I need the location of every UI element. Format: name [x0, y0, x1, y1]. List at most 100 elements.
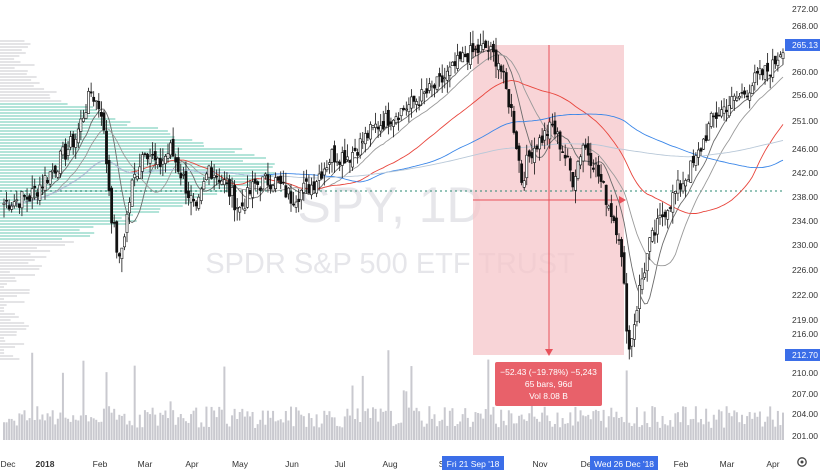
- gear-icon[interactable]: [797, 457, 807, 467]
- candle: [94, 100, 98, 110]
- volume-bar: [105, 372, 108, 440]
- volume-bar: [725, 406, 728, 440]
- candle: [607, 204, 611, 211]
- candle: [12, 194, 16, 209]
- volume-bar: [700, 418, 702, 440]
- volume-bar: [710, 427, 713, 440]
- candle: [353, 138, 357, 152]
- candle: [533, 137, 536, 175]
- volume-bar: [733, 410, 736, 440]
- candle: [535, 144, 539, 153]
- volume-bar: [64, 417, 67, 440]
- volume-profile-row: [0, 214, 134, 216]
- candle: [691, 149, 695, 168]
- price-tick-label: 272.00: [792, 4, 818, 14]
- price-tick-label: 230.00: [792, 240, 818, 250]
- time-axis[interactable]: Dec2018FebMarAprMayJunJulAugSeNovDeFebMa…: [0, 452, 785, 470]
- volume-profile-row: [0, 190, 235, 192]
- candle: [486, 40, 490, 61]
- volume-profile-row: [0, 220, 137, 222]
- candle: [92, 91, 96, 107]
- volume-bar: [546, 415, 549, 440]
- candle: [294, 195, 298, 213]
- watermark-symbol: SPY, 1D: [297, 177, 482, 233]
- volume-profile-row: [0, 229, 80, 231]
- candle: [233, 180, 237, 222]
- candle: [471, 30, 475, 59]
- candle: [361, 132, 365, 149]
- candle: [435, 76, 439, 93]
- volume-bar: [384, 410, 387, 440]
- volume-bar: [448, 410, 451, 440]
- volume-bar: [459, 421, 462, 440]
- volume-bar: [90, 417, 93, 440]
- volume-bar: [210, 406, 213, 440]
- volume-bar: [607, 416, 610, 440]
- candle: [453, 52, 457, 74]
- candle: [579, 154, 582, 170]
- candle: [758, 59, 762, 80]
- candle: [38, 176, 42, 206]
- volume-bar: [54, 424, 57, 440]
- volume-bar: [208, 426, 210, 440]
- candle: [438, 67, 442, 87]
- volume-profile-row: [0, 304, 7, 306]
- volume-bar: [215, 417, 218, 440]
- time-tick-label: Feb: [93, 459, 108, 469]
- volume-bar: [108, 406, 111, 440]
- volume-bar: [484, 409, 487, 440]
- volume-bar: [487, 359, 490, 440]
- candle: [330, 148, 334, 173]
- candle: [274, 172, 278, 193]
- price-tick-label: 222.00: [792, 290, 818, 300]
- candle: [315, 179, 319, 198]
- candle: [502, 64, 506, 84]
- volume-bar: [689, 419, 692, 440]
- candle: [289, 184, 293, 212]
- candle: [184, 161, 188, 205]
- volume-bar: [323, 410, 326, 440]
- candle: [517, 142, 521, 173]
- candle: [725, 99, 729, 122]
- volume-profile-row: [0, 328, 27, 330]
- candle: [640, 267, 644, 295]
- candle: [553, 112, 557, 140]
- volume-bar: [341, 427, 344, 440]
- candle: [202, 176, 206, 191]
- time-tick-label: De: [581, 459, 592, 469]
- candle: [158, 148, 162, 175]
- candle: [443, 67, 447, 89]
- candle: [258, 186, 262, 202]
- candle: [771, 48, 775, 83]
- candle: [768, 74, 772, 89]
- volume-bar: [707, 421, 710, 440]
- candle: [317, 164, 321, 191]
- candle: [461, 46, 465, 63]
- candle: [89, 82, 93, 97]
- candle: [33, 178, 37, 201]
- price-tick-label: 207.00: [792, 389, 818, 399]
- volume-profile-row: [0, 100, 62, 102]
- volume-profile-row: [0, 250, 51, 252]
- volume-bar: [407, 407, 410, 440]
- candle: [738, 93, 741, 101]
- volume-bar: [438, 421, 441, 440]
- candle: [489, 41, 493, 61]
- candle: [304, 169, 308, 194]
- volume-bar: [200, 422, 203, 440]
- volume-profile-row: [0, 319, 11, 321]
- volume-profile-row: [0, 265, 42, 267]
- candle: [397, 112, 401, 131]
- volume-bar: [643, 411, 646, 440]
- volume-profile-row: [0, 340, 6, 342]
- volume-bar: [600, 420, 603, 440]
- candle: [707, 121, 711, 141]
- volume-bar: [530, 376, 533, 440]
- candle: [417, 96, 421, 111]
- volume-bar: [123, 413, 126, 440]
- candle: [166, 143, 170, 163]
- price-axis[interactable]: 272.00268.00265.00260.00256.00251.00246.…: [785, 0, 820, 452]
- candle: [302, 170, 306, 201]
- candle: [530, 140, 534, 165]
